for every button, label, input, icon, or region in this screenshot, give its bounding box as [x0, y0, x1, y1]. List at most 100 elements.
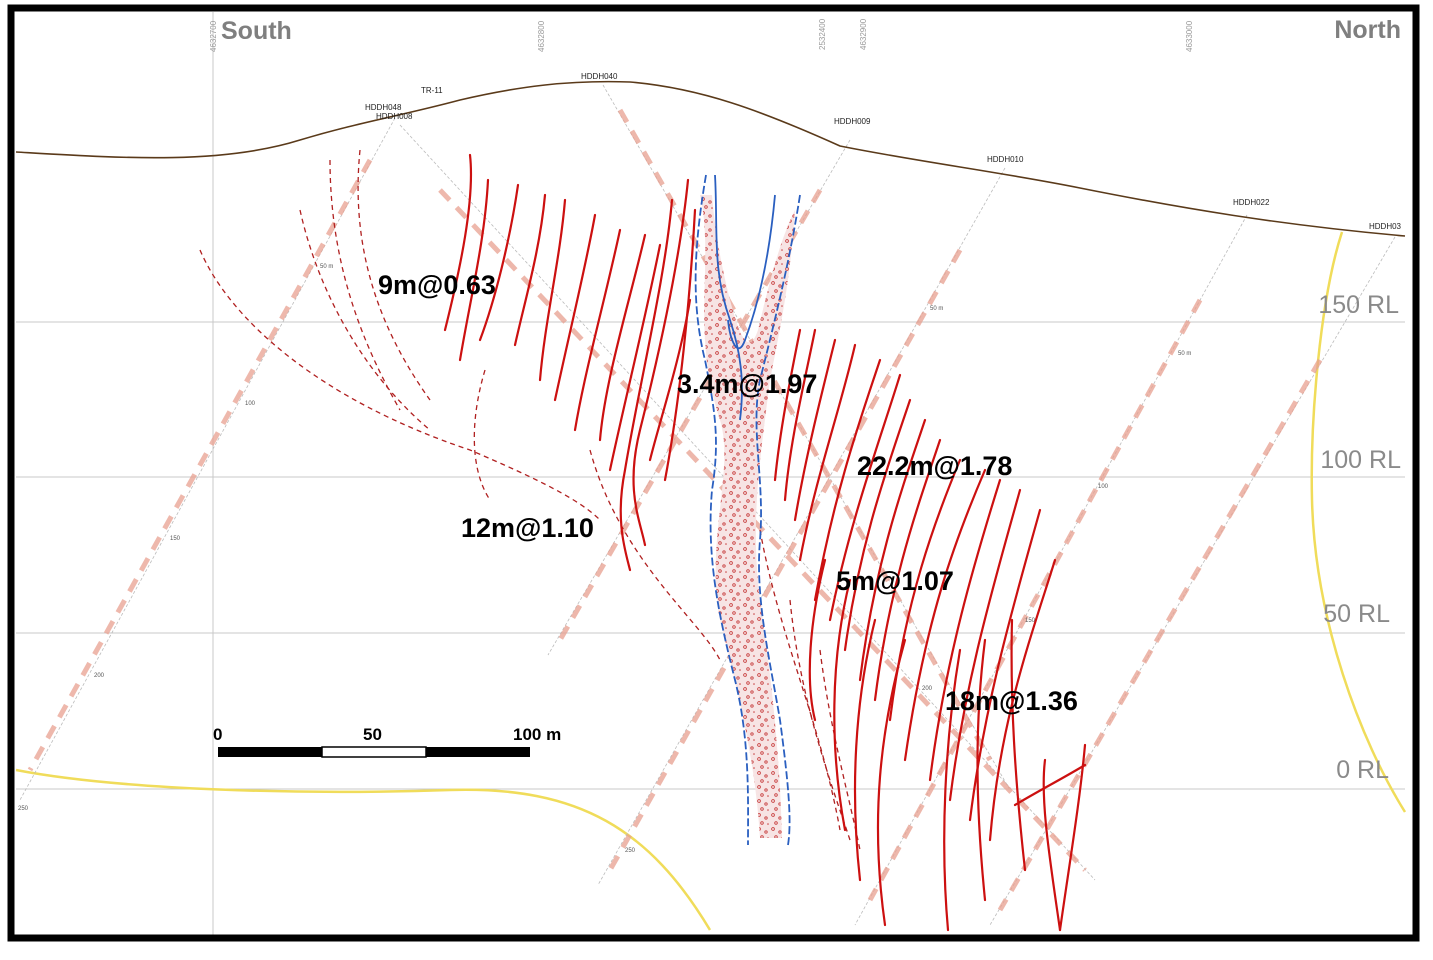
- depth-tick: 200: [94, 673, 105, 679]
- rl-label-150: 150 RL: [1318, 291, 1399, 319]
- direction-south: South: [221, 17, 292, 45]
- scale-bar-segment: [218, 747, 322, 757]
- drillhole-label: HDDH03: [1369, 222, 1402, 231]
- drillhole-label: HDDH040: [581, 72, 618, 81]
- easting-label: 2532400: [818, 18, 827, 50]
- assay-trace-hddh009: [557, 188, 823, 642]
- vein: [976, 638, 987, 902]
- vein: [458, 178, 490, 362]
- vein: [773, 328, 802, 482]
- intercept-label: 9m@0.63: [378, 270, 496, 300]
- drillhole-label: TR-11: [421, 86, 443, 95]
- vein: [793, 338, 837, 522]
- vein: [478, 183, 520, 342]
- scale-bar-segment: [321, 746, 427, 758]
- yellow-contour-south: [15, 768, 712, 931]
- assay-trace-hddh03: [997, 358, 1323, 912]
- depth-tick: 50 m: [1178, 351, 1191, 357]
- intercept-label: 3.4m@1.97: [677, 369, 817, 399]
- mineralised-veins: [443, 153, 1087, 932]
- depth-tick: 250: [625, 848, 636, 854]
- yellow-contours: [15, 231, 1407, 931]
- vein: [808, 558, 827, 722]
- drillhole-labels: TR-11 HDDH040 HDDH048 HDDH008 HDDH009 HD…: [365, 72, 1402, 231]
- depth-tick: 200: [922, 686, 933, 692]
- vein: [948, 488, 1022, 802]
- dyke: [694, 174, 801, 846]
- vein: [538, 198, 567, 382]
- assay-trace-hddh048: [27, 158, 373, 772]
- drillhole-label: HDDH010: [987, 155, 1024, 164]
- dyke-outline-west: [694, 174, 749, 846]
- vein: [798, 343, 857, 562]
- vein: [783, 328, 817, 502]
- drill-trace-hddh03: [989, 236, 1396, 926]
- dashed-vein-5: [473, 369, 491, 501]
- drillhole-label: HDDH022: [1233, 198, 1270, 207]
- rl-label-50: 50 RL: [1323, 600, 1390, 628]
- scale-bar-segment: [426, 747, 530, 757]
- dyke-outline-east: [755, 194, 801, 846]
- assay-trace-hddh040: [617, 108, 993, 762]
- vein: [1013, 763, 1087, 807]
- rl-label-0: 0 RL: [1336, 756, 1389, 784]
- dashed-vein-6: [589, 449, 721, 661]
- vein: [876, 638, 907, 927]
- vein: [619, 198, 674, 572]
- drillhole-label: HDDH008: [376, 112, 413, 121]
- direction-north: North: [1334, 16, 1401, 44]
- vein: [903, 468, 987, 762]
- depth-tick: 100: [1098, 484, 1109, 490]
- vein: [853, 618, 877, 882]
- vein: [943, 648, 962, 932]
- easting-label: 4633000: [1185, 20, 1194, 52]
- vein: [833, 578, 852, 832]
- dyke-outline-inner-east: [727, 194, 776, 350]
- topography-line: [15, 80, 1406, 237]
- depth-tick: 150: [170, 536, 181, 542]
- scale-label: 0: [213, 725, 222, 744]
- vein: [843, 398, 912, 652]
- vein: [1010, 618, 1027, 872]
- dashed-vein-7: [759, 529, 841, 831]
- intercept-label: 22.2m@1.78: [857, 451, 1012, 481]
- assay-trace-hddh022: [867, 298, 1203, 902]
- easting-labels: 4632700 4632800 2532400 4632900 4633000: [209, 18, 1194, 52]
- drillhole-label: HDDH048: [365, 103, 402, 112]
- vein: [632, 178, 690, 547]
- drillhole-label: HDDH009: [834, 117, 871, 126]
- vein: [553, 213, 597, 402]
- depth-tick: 250: [18, 806, 29, 812]
- rl-labels: 150 RL 100 RL 50 RL 0 RL: [1318, 291, 1401, 784]
- vein: [513, 193, 547, 347]
- vein: [648, 298, 692, 462]
- dashed-vein-1: [199, 249, 601, 521]
- dyke-fill: [700, 195, 795, 838]
- vein: [443, 153, 473, 332]
- vein: [1058, 743, 1087, 932]
- depth-tick: 50 m: [930, 306, 943, 312]
- vein: [988, 558, 1057, 842]
- scale-label: 50: [363, 725, 382, 744]
- depth-tick: 100: [245, 401, 256, 407]
- vein: [858, 418, 927, 682]
- dyke-outline-inner-west: [714, 174, 743, 421]
- intercept-label: 5m@1.07: [836, 566, 954, 596]
- easting-label: 4632900: [859, 18, 868, 50]
- intercept-label: 18m@1.36: [945, 686, 1078, 716]
- vein: [828, 373, 902, 622]
- vein: [598, 233, 647, 442]
- yellow-contour-north: [1310, 231, 1407, 813]
- intercept-label: 12m@1.10: [461, 513, 594, 543]
- vein: [928, 478, 1002, 782]
- easting-label: 4632800: [537, 20, 546, 52]
- dashed-vein-8: [789, 599, 851, 841]
- vein: [873, 438, 942, 702]
- vein: [813, 358, 882, 602]
- dashed-vein-4: [357, 149, 431, 401]
- vein: [608, 243, 662, 472]
- rl-label-100: 100 RL: [1320, 446, 1401, 474]
- vein: [573, 228, 622, 432]
